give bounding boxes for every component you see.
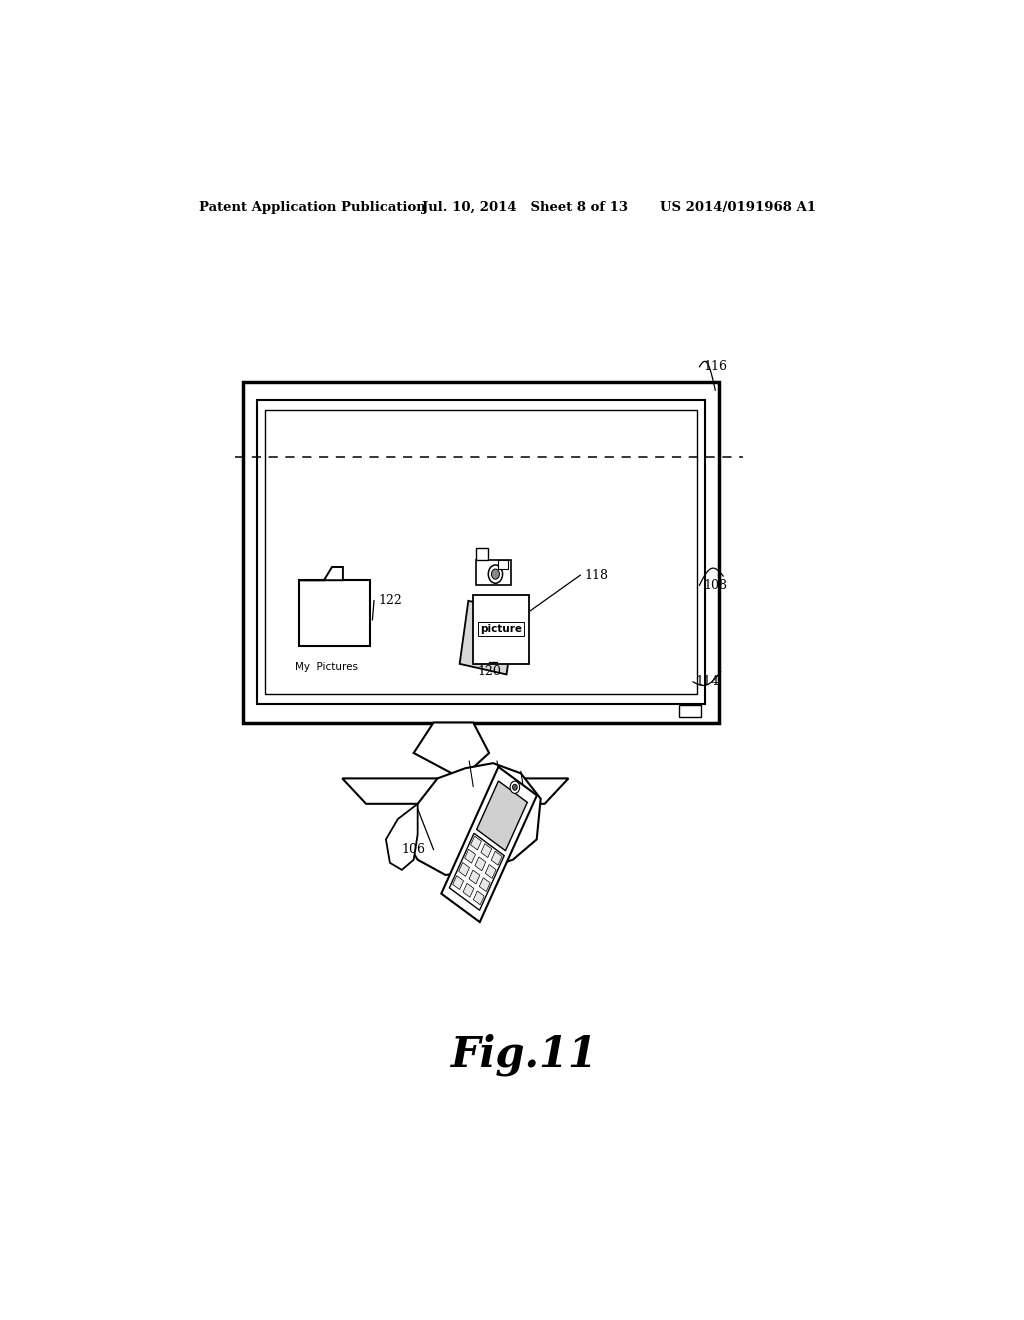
Text: Patent Application Publication: Patent Application Publication <box>200 201 426 214</box>
Text: My  Pictures: My Pictures <box>295 661 357 672</box>
Text: picture: picture <box>480 624 522 634</box>
Polygon shape <box>299 568 343 581</box>
Circle shape <box>510 781 519 793</box>
Text: 116: 116 <box>703 360 727 374</box>
Text: 114: 114 <box>695 676 720 688</box>
Text: Fig.11: Fig.11 <box>452 1034 598 1076</box>
Circle shape <box>512 784 517 791</box>
Polygon shape <box>342 779 568 804</box>
Bar <box>679 705 701 717</box>
Text: 120: 120 <box>477 665 501 678</box>
Text: 106: 106 <box>401 843 426 857</box>
Circle shape <box>488 565 503 583</box>
Polygon shape <box>401 763 541 875</box>
Bar <box>475 548 488 560</box>
Polygon shape <box>485 865 496 878</box>
Bar <box>299 581 370 647</box>
Bar <box>498 560 508 569</box>
Polygon shape <box>476 781 527 851</box>
Polygon shape <box>463 883 474 898</box>
Text: US 2014/0191968 A1: US 2014/0191968 A1 <box>659 201 816 214</box>
Polygon shape <box>453 875 464 890</box>
Polygon shape <box>459 862 470 876</box>
Text: 122: 122 <box>378 594 401 607</box>
Polygon shape <box>460 601 515 675</box>
Polygon shape <box>414 722 489 779</box>
Polygon shape <box>465 849 475 863</box>
Polygon shape <box>469 870 480 884</box>
Polygon shape <box>441 767 537 923</box>
Bar <box>257 400 705 704</box>
Polygon shape <box>473 595 528 664</box>
Polygon shape <box>473 891 484 904</box>
Polygon shape <box>481 843 492 858</box>
Polygon shape <box>450 833 504 911</box>
Polygon shape <box>475 857 485 871</box>
Text: Jul. 10, 2014   Sheet 8 of 13: Jul. 10, 2014 Sheet 8 of 13 <box>422 201 628 214</box>
Polygon shape <box>386 804 418 870</box>
Text: 118: 118 <box>585 569 608 582</box>
Bar <box>475 560 511 585</box>
Bar <box>265 411 697 694</box>
Text: 108: 108 <box>703 578 727 591</box>
Bar <box>243 381 719 722</box>
Polygon shape <box>471 836 481 850</box>
Polygon shape <box>492 851 502 865</box>
Polygon shape <box>479 878 490 891</box>
Circle shape <box>492 569 500 579</box>
